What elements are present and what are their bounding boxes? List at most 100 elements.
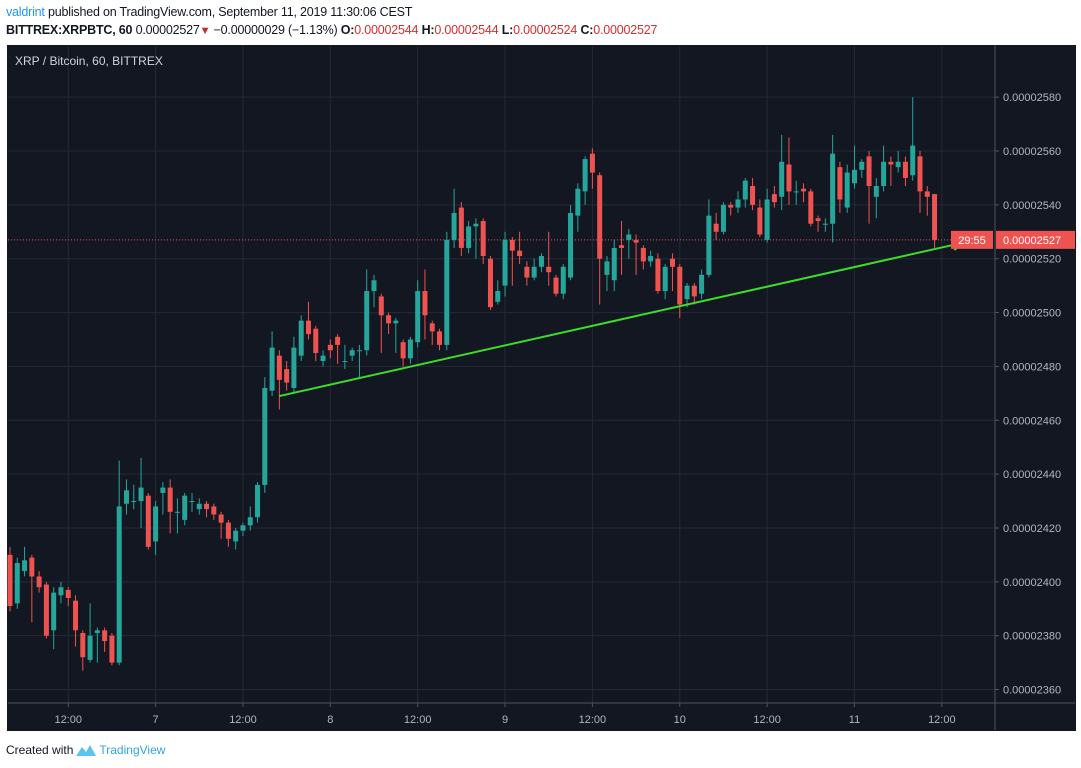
candle-down [808,191,814,224]
price-axis-label: 0.00002500 [1003,308,1061,320]
candle-up [255,484,261,518]
candle-up [611,247,617,281]
candle-down [597,175,603,259]
candle-up [407,339,413,359]
candle-up [291,347,297,388]
candle-down [524,266,530,278]
candle-up [779,161,785,197]
time-axis-label: 12:00 [54,714,82,726]
price-axis-label: 0.00002380 [1003,631,1061,643]
candle-up [356,350,362,352]
time-axis-label: 12:00 [229,714,257,726]
candle-down [43,584,49,636]
candle-up [822,223,828,225]
candle-up [473,223,479,227]
candle-down [386,315,392,324]
close-value: 0.00002527 [593,23,658,37]
time-axis-label: 8 [327,714,333,726]
candle-up [371,280,377,292]
current-price-badge [996,230,1075,249]
candle-up [174,511,180,513]
candle-up [87,635,93,660]
high-label: H: [421,23,435,37]
countdown-label: 29:55 [958,235,986,247]
candle-up [182,495,188,520]
candle-up [116,506,122,663]
candle-down [750,186,756,205]
candle-up [262,387,268,485]
candle-down [924,191,930,197]
publish-info: valdrint published on TradingView.com, S… [6,5,412,19]
candle-down [7,554,13,607]
candle-up [531,266,537,278]
candle-down [640,247,646,262]
candle-down [553,277,559,294]
candle-up [830,153,836,224]
open-label: O: [340,23,355,37]
candle-up [742,180,748,200]
candle-up [189,501,195,503]
candle-down [677,266,683,305]
candle-up [910,145,916,176]
candle-down [335,336,341,345]
candle-up [560,266,566,294]
candle-down [517,250,523,257]
candle-down [633,239,639,243]
candle-down [204,503,210,510]
candle-up [138,487,144,502]
candle-up [131,501,137,503]
candle-down [400,342,406,359]
candle-up [626,234,632,240]
candle-up [568,212,574,278]
time-axis-label: 7 [153,714,159,726]
candle-up [538,256,544,267]
candle-down [509,239,515,251]
open-value: 0.00002544 [354,23,419,37]
candle-up [575,188,581,216]
candle-up [648,256,654,262]
candle-down [36,576,42,588]
candle-down [487,258,493,308]
candle-up [851,169,857,184]
candle-up [94,630,100,633]
low-value: 0.00002524 [513,23,578,37]
candle-up [662,266,668,292]
candle-up [123,490,129,504]
current-price-label: 0.00002527 [1003,235,1061,247]
candle-down [225,522,231,539]
low-label: L: [501,23,514,37]
candle-up [364,291,370,351]
candle-down [801,188,807,192]
footer: Created with TradingView [6,743,165,757]
candle-up [844,172,850,208]
candle-up [444,239,450,345]
price-axis-label: 0.00002480 [1003,361,1061,373]
candle-down [932,194,938,240]
time-axis-label: 12:00 [404,714,432,726]
candle-up [14,562,20,604]
symbol-label: BITTREX:XRPBTC, 60 [6,23,133,37]
triangle-down-icon: ▼ [199,25,211,37]
candle-down [102,630,108,642]
candle-up [582,159,588,192]
candle-up [247,517,253,526]
candle-up [393,320,399,324]
author-link[interactable]: valdrint [6,5,45,19]
candle-down [305,320,311,335]
price-axis-label: 0.00002400 [1003,577,1061,589]
candle-up [58,587,64,596]
time-axis-label: 12:00 [928,714,956,726]
price-axis-label: 0.00002360 [1003,685,1061,697]
candle-up [269,347,275,391]
candle-up [699,274,705,294]
price-axis-label: 0.00002580 [1003,92,1061,104]
candle-up [342,361,348,363]
candle-down [73,600,79,631]
candle-down [29,557,35,577]
candle-up [415,291,421,343]
candle-down [422,291,428,316]
tradingview-link[interactable]: TradingView [99,743,166,757]
candle-up [196,503,202,510]
countdown-badge [951,230,993,249]
